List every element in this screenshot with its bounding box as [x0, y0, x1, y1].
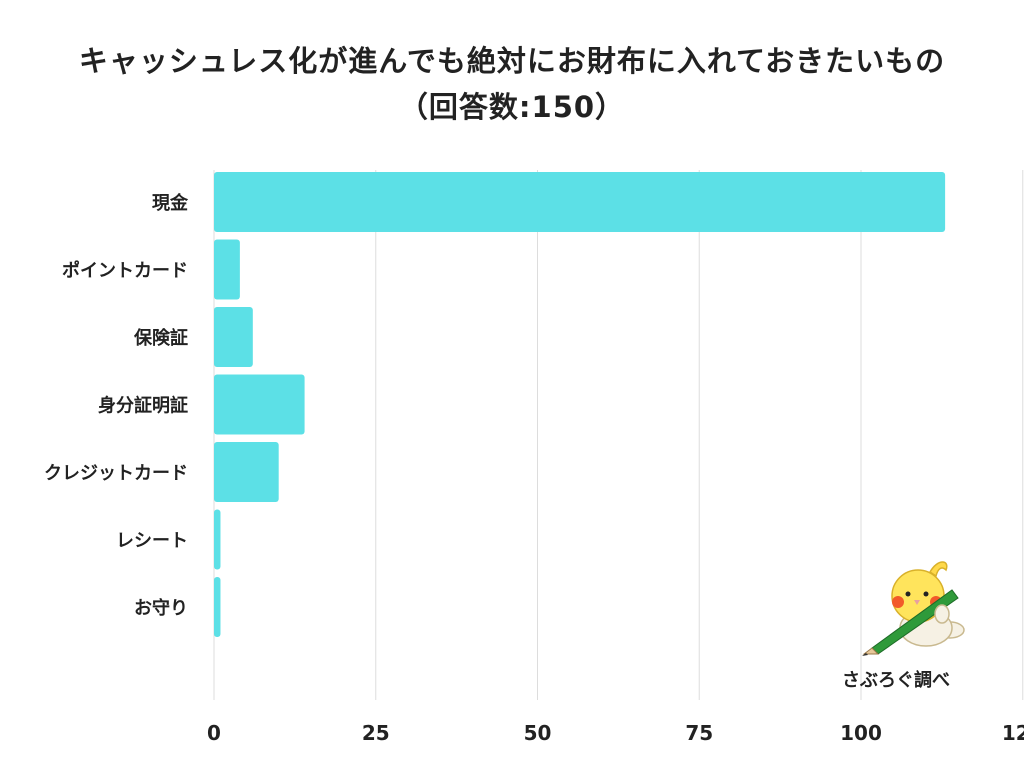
bar-6: [214, 577, 221, 637]
category-label-0: 現金: [152, 192, 189, 214]
category-label-1: ポイントカード: [62, 260, 188, 282]
pencil-icon: [862, 589, 959, 656]
x-tick-label-75: 75: [685, 721, 713, 745]
bird-eye-right: [923, 591, 929, 597]
category-label-2: 保険証: [133, 327, 188, 349]
x-tick-label-125: 125: [1002, 721, 1024, 745]
category-label-6: お守り: [134, 597, 188, 619]
category-label-5: レシート: [116, 531, 188, 552]
bird-cheek-left: [892, 596, 904, 608]
x-tick-label-25: 25: [362, 721, 390, 745]
x-tick-label-100: 100: [840, 721, 882, 745]
bar-0: [214, 172, 946, 232]
bar-5: [214, 509, 221, 570]
category-label-4: クレジットカード: [44, 463, 188, 484]
bird-crest: [929, 561, 948, 578]
chart-title: キャッシュレス化が進んでも絶対にお財布に入れておきたいもの （回答数:150）: [0, 38, 1024, 130]
bird-eye-left: [905, 591, 911, 597]
chart-title-line2: （回答数:150）: [398, 90, 626, 124]
bar-2: [214, 307, 253, 367]
bird-mascot-icon: [862, 561, 965, 656]
bar-4: [214, 442, 279, 502]
x-tick-label-0: 0: [207, 721, 221, 745]
bar-1: [214, 239, 240, 300]
category-label-3: 身分証明証: [98, 395, 188, 417]
chart-title-line1: キャッシュレス化が進んでも絶対にお財布に入れておきたいもの: [78, 44, 946, 78]
x-tick-label-50: 50: [524, 721, 552, 745]
bird-beak: [914, 600, 920, 605]
bird-wing: [934, 604, 950, 624]
bar-3: [214, 374, 305, 435]
watermark-text: さぶろぐ調べ: [842, 670, 950, 691]
